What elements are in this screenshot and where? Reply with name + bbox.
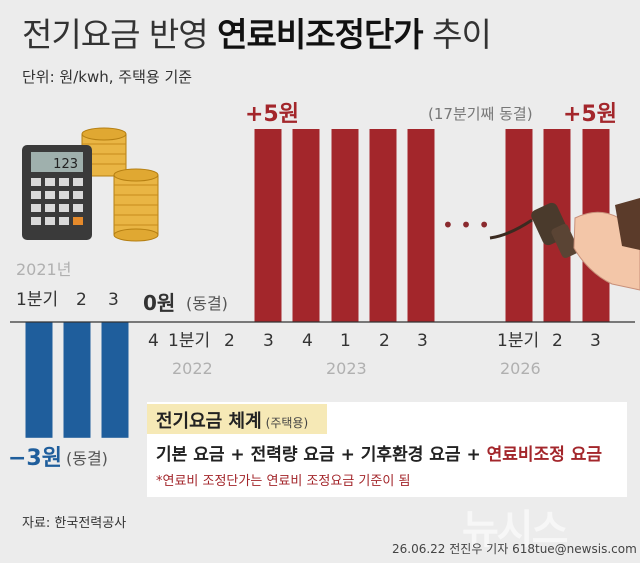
legend-title-sub: (주택용) xyxy=(265,416,309,430)
formula-part-2: 전력량 요금 xyxy=(250,445,335,465)
ellipsis-mark: • • • xyxy=(442,213,490,237)
tick-2023-q2: 2 xyxy=(379,331,390,351)
bar-positive-7 xyxy=(292,129,320,322)
annotation-negative-value: −3원 xyxy=(8,446,62,471)
bar-positive-9 xyxy=(369,129,397,322)
year-label-2021: 2021년 xyxy=(16,260,71,279)
annotation-zero-note: (동결) xyxy=(186,294,228,313)
tick-2023-q3: 3 xyxy=(417,331,428,351)
tick-2022-q1: 1분기 xyxy=(168,331,210,351)
source-label: 자료: 한국전력공사 xyxy=(22,516,127,531)
legend-note: *연료비 조정단가는 연료비 조정요금 기준이 됨 xyxy=(156,474,411,489)
bar-negative-2 xyxy=(101,322,129,438)
plug-hand-illustration xyxy=(489,198,640,291)
bar-negative-0 xyxy=(25,322,53,438)
legend-title: 전기요금 체계 (주택용) xyxy=(156,407,308,433)
credit-label: 26.06.22 전진우 기자 618tue@newsis.com xyxy=(392,542,637,556)
annotation-plus5-left: +5원 xyxy=(245,102,299,127)
legend-title-bar xyxy=(147,404,327,434)
annotation-frozen-note: (17분기째 동결) xyxy=(428,105,533,123)
legend-title-text: 전기요금 체계 xyxy=(156,411,262,432)
tick-2022-q2: 2 xyxy=(224,331,235,351)
tick-2022-q4: 4 xyxy=(302,331,313,351)
formula-part-1: 기본 요금 xyxy=(156,445,225,465)
bar-positive-8 xyxy=(331,129,359,322)
bar-negative-1 xyxy=(63,322,91,438)
title-part1: 전기요금 반영 xyxy=(22,15,218,54)
tick-2026-q2: 2 xyxy=(552,331,563,351)
page-title: 전기요금 반영 연료비조정단가 추이 xyxy=(22,8,492,56)
calculator-display: 123 xyxy=(53,157,78,172)
tick-2021-q4: 4 xyxy=(148,331,159,351)
title-part3: 추이 xyxy=(422,15,492,54)
unit-label: 단위: 원/kwh, 주택용 기준 xyxy=(22,68,193,86)
formula-plus-1: + xyxy=(224,445,251,465)
formula-highlight: 연료비조정 요금 xyxy=(486,445,603,465)
bar-positive-6 xyxy=(254,129,282,322)
bars-group xyxy=(25,129,610,438)
tick-2022-q3: 3 xyxy=(263,331,274,351)
tick-2026-q1: 1분기 xyxy=(497,331,539,351)
tick-2021-q3: 3 xyxy=(108,290,119,310)
title-highlight: 연료비조정단가 xyxy=(217,15,424,54)
annotation-zero-value: 0원 xyxy=(143,291,175,315)
annotation-negative-note: (동결) xyxy=(66,449,108,468)
bar-positive-10 xyxy=(407,129,435,322)
tick-2021-q1: 1분기 xyxy=(16,290,58,310)
annotation-plus5-right: +5원 xyxy=(563,102,617,127)
year-label-2023: 2023 xyxy=(326,359,367,378)
tick-2026-q3: 3 xyxy=(590,331,601,351)
calculator-coins-illustration: 123 xyxy=(22,127,159,242)
tick-2021-q2: 2 xyxy=(76,290,87,310)
formula-part-3: 기후환경 요금 xyxy=(360,445,461,465)
year-label-2022: 2022 xyxy=(172,359,213,378)
formula-plus-3: + xyxy=(460,445,487,465)
watermark-logo: 뉴시스 xyxy=(462,507,568,553)
year-label-2026: 2026 xyxy=(500,359,541,378)
legend-formula: 기본 요금 + 전력량 요금 + 기후환경 요금 + 연료비조정 요금 xyxy=(156,440,602,465)
tick-2023-q1: 1 xyxy=(340,331,351,351)
bar-positive-11 xyxy=(505,129,533,322)
formula-plus-2: + xyxy=(334,445,361,465)
